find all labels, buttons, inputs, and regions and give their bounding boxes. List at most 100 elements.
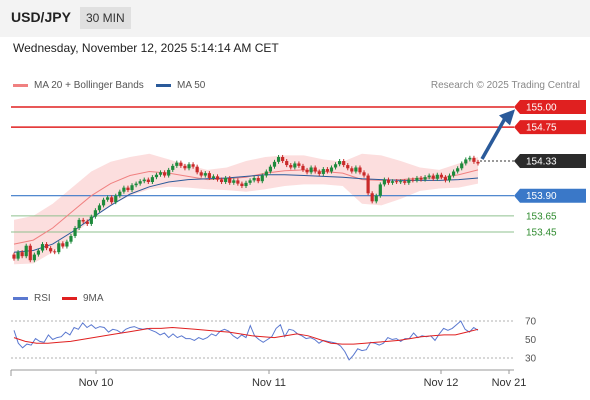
candle-body: [24, 245, 28, 257]
candle-body: [256, 177, 260, 182]
candle-body: [114, 195, 118, 203]
candle-body: [419, 177, 423, 180]
resistance-tag-1-label: 155.00: [526, 103, 557, 114]
legend-ma50-label: MA 50: [177, 80, 206, 91]
candle-body: [138, 181, 142, 184]
legend-9ma-swatch: [62, 296, 77, 300]
resistance-tag-2-label: 154.75: [526, 123, 557, 134]
candle-body: [390, 181, 395, 183]
candle-body: [329, 167, 334, 172]
candle-body: [118, 191, 122, 196]
candle-body: [411, 179, 415, 181]
resistance-tag-2-bg: [514, 120, 586, 135]
candle-body: [338, 161, 342, 165]
candle-body: [264, 171, 268, 176]
rsi-tick-2: 50: [525, 335, 537, 346]
candle-body: [101, 199, 106, 206]
candle-body: [110, 197, 114, 203]
candle-body: [252, 177, 256, 181]
candle-body: [394, 181, 399, 183]
rsi-tick-1: 70: [525, 317, 537, 328]
timeframe-badge[interactable]: 30 MIN: [80, 7, 131, 29]
candle-body: [207, 173, 211, 178]
candle-body: [73, 227, 77, 237]
candle-body: [464, 159, 468, 164]
candle-body: [175, 162, 179, 166]
candle-body: [435, 174, 439, 179]
candle-body: [297, 163, 301, 166]
candle-body: [97, 205, 102, 211]
candle-body: [40, 244, 45, 251]
legend-ma50-swatch: [156, 83, 171, 87]
candle-body: [456, 168, 460, 172]
candle-body: [289, 165, 293, 168]
x-tick-label-1: Nov 10: [79, 377, 114, 389]
candle-body: [354, 167, 358, 172]
candle-body: [403, 181, 407, 183]
x-tick-label-2: Nov 11: [252, 377, 286, 389]
candle-body: [443, 177, 448, 181]
legend-ma20-label: MA 20 + Bollinger Bands: [34, 80, 144, 91]
candle-body: [57, 243, 61, 253]
candle-body: [476, 161, 480, 164]
candle-body: [20, 252, 24, 257]
candle-body: [447, 175, 452, 181]
candle-body: [276, 157, 281, 162]
candle-body: [362, 172, 366, 176]
chart-header: USD/JPY 30 MIN: [0, 0, 590, 37]
candle-body: [305, 169, 309, 173]
candle-body: [293, 163, 297, 168]
candle-body: [130, 185, 134, 191]
candle-body: [215, 176, 220, 180]
candle-body: [146, 179, 150, 182]
candle-body: [167, 169, 171, 176]
candle-body: [333, 164, 338, 168]
support-tag-1-label: 153.65: [526, 211, 557, 222]
candle-body: [309, 167, 313, 173]
candle-body: [325, 169, 330, 172]
candle-body: [460, 163, 464, 169]
legend-9ma: 9MA: [62, 293, 104, 305]
candle-body: [162, 172, 167, 176]
legend-rsi-swatch: [13, 296, 28, 300]
forecast-arrow-shaft: [480, 117, 507, 160]
candle-body: [317, 171, 321, 174]
candle-body: [468, 157, 472, 160]
candle-body: [313, 167, 317, 172]
candle-body: [268, 166, 273, 172]
candle-body: [370, 193, 374, 202]
candle-body: [350, 168, 354, 172]
rsi-series-9ma: [13, 326, 479, 345]
candle-body: [106, 197, 110, 200]
candle-body: [44, 244, 49, 249]
candle-body: [32, 254, 36, 261]
candle-body: [171, 165, 175, 170]
candle-body: [386, 179, 391, 183]
legend-ma20-swatch: [13, 83, 28, 87]
candle-body: [126, 187, 130, 191]
legend-rsi: RSI: [13, 293, 51, 305]
x-tick-label-4: Nov 21: [492, 377, 527, 389]
candle-body: [423, 177, 427, 180]
candle-body: [427, 175, 431, 178]
candle-body: [431, 175, 435, 179]
candle-body: [228, 177, 232, 183]
candle-body: [342, 161, 346, 166]
candle-body: [199, 172, 203, 176]
candle-body: [281, 157, 285, 162]
resistance-tag-1-bg: [514, 100, 586, 114]
candle-body: [366, 175, 370, 194]
candle-body: [122, 187, 126, 192]
credit-text: Research © 2025 Trading Central: [430, 80, 580, 91]
candle-body: [81, 219, 85, 222]
candle-body: [142, 179, 146, 182]
pivot-tag-label: 153.90: [526, 191, 557, 202]
candle-body: [203, 173, 207, 176]
candle-body: [61, 243, 65, 247]
candle-body: [65, 241, 69, 247]
candle-body: [301, 165, 305, 170]
candle-body: [248, 180, 252, 183]
bollinger-band: [14, 153, 478, 265]
candle-body: [85, 221, 89, 224]
